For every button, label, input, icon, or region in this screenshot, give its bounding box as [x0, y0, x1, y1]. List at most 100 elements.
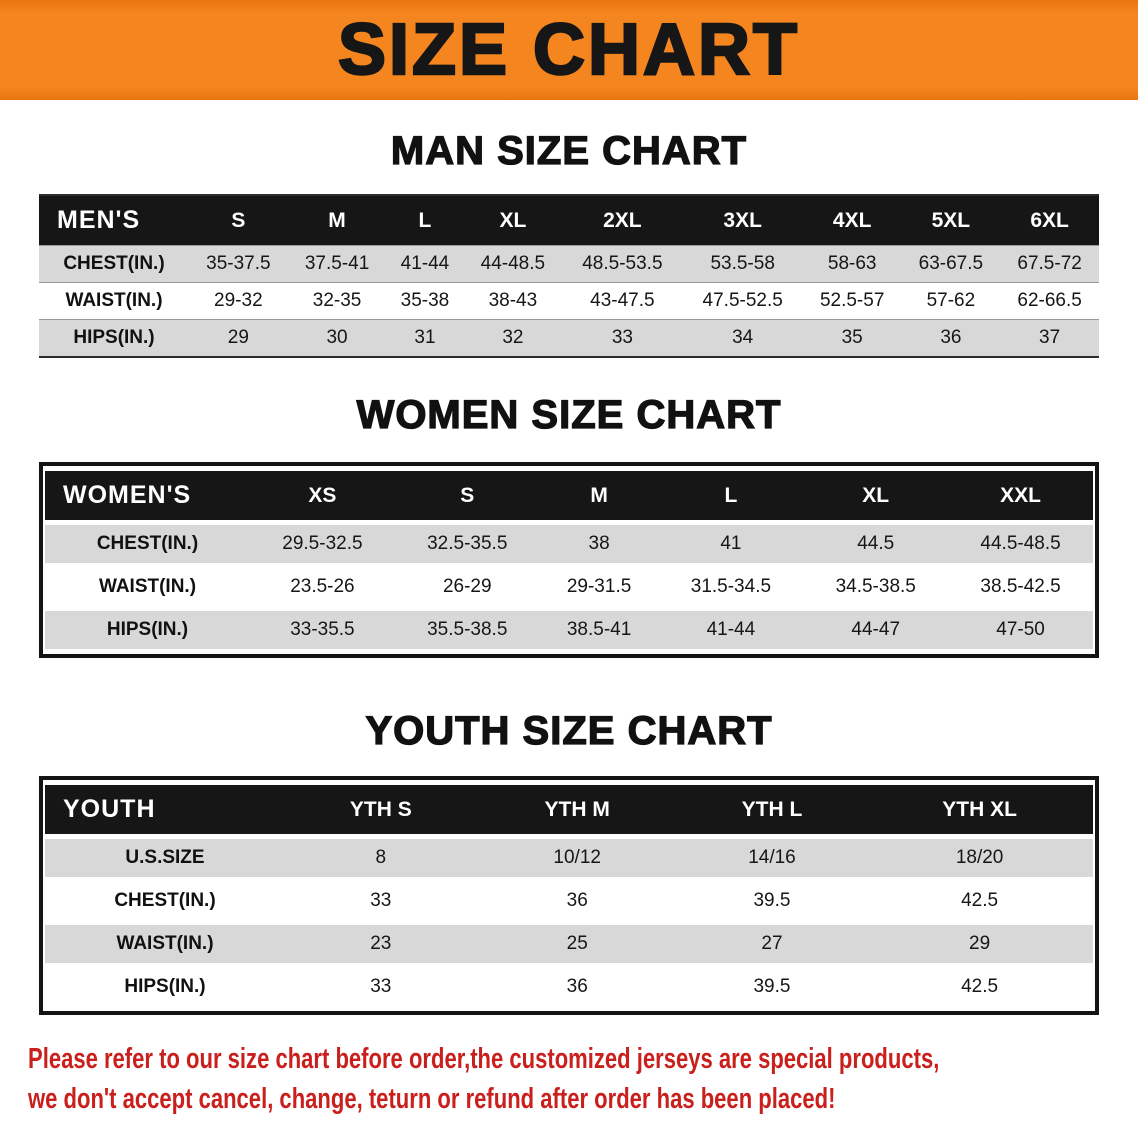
women-size-table: WOMEN'S XS S M L XL XXL CHEST(IN.) 29.5-32.5 32.5…	[39, 462, 1099, 658]
disclaimer-line-2: we don't accept cancel, change, teturn o…	[28, 1083, 836, 1116]
table-cell: 41	[720, 533, 742, 554]
column-header: 2XL	[562, 195, 683, 246]
men-section: MAN SIZE CHART MEN'S S M L XL 2XL 3XL 4XL 5XL 6XL…	[0, 128, 1138, 358]
table-cell: 47-50	[996, 619, 1045, 640]
table-cell: 33-35.5	[290, 619, 355, 640]
header-row: YOUTH YTH S YTH M YTH L YTH XL	[45, 785, 1093, 834]
table-cell: 29	[227, 327, 249, 348]
table-cell: 62-66.5	[1017, 290, 1082, 311]
table-cell: 42.5	[961, 976, 999, 997]
column-header: XL	[463, 195, 563, 246]
table-row: WAIST(IN.) 23 25 27 29	[45, 925, 1093, 963]
table-cell: 35-37.5	[206, 253, 271, 274]
table-cell: 10/12	[553, 847, 601, 868]
table-cell: 25	[566, 933, 588, 954]
table-cell: 34.5-38.5	[835, 576, 916, 597]
table-cell: 63-67.5	[918, 253, 984, 274]
women-size-chart-heading: WOMEN SIZE CHART	[356, 392, 782, 437]
table-cell: 41-44	[706, 619, 756, 640]
row-label: WAIST(IN.)	[98, 576, 197, 597]
table-cell: 8	[375, 847, 387, 868]
column-header: YTH XL	[866, 785, 1093, 834]
table-cell: 44.5-48.5	[980, 533, 1061, 554]
table-cell: 29-32	[214, 290, 263, 311]
table-cell: 39.5	[753, 976, 791, 997]
table-cell: 44.5	[857, 533, 895, 554]
table-cell: 47.5-52.5	[702, 290, 783, 311]
table-row: CHEST(IN.) 29.5-32.5 32.5-35.5 38 41 44.5 44.5…	[45, 525, 1093, 563]
column-header: 3XL	[682, 195, 803, 246]
table-cell: 32	[502, 327, 524, 348]
table-cell: 33	[370, 890, 392, 911]
disclaimer-note: Please refer to our size chart before or…	[28, 1039, 1110, 1119]
table-row: WAIST(IN.) 29-32 32-35 35-38 38-43 43-47.5 47.…	[39, 282, 1099, 320]
table-row: HIPS(IN.) 33-35.5 35.5-38.5 38.5-41 41-44 44-…	[45, 611, 1093, 649]
women-section: WOMEN SIZE CHART WOMEN'S XS S M L XL XXL CHEST(…	[0, 392, 1138, 658]
header-row: MEN'S S M L XL 2XL 3XL 4XL 5XL 6XL	[39, 195, 1099, 246]
corner-label: MEN'S	[39, 195, 189, 246]
row-label: HIPS(IN.)	[73, 327, 155, 348]
corner-label: YOUTH	[45, 785, 285, 834]
table-row: CHEST(IN.) 33 36 39.5 42.5	[45, 882, 1093, 920]
table-cell: 53.5-58	[710, 253, 775, 274]
table-cell: 32.5-35.5	[427, 533, 508, 554]
table-cell: 36	[566, 976, 588, 997]
table-cell: 43-47.5	[590, 290, 655, 311]
table-cell: 38.5-41	[566, 619, 632, 640]
table-cell: 52.5-57	[819, 290, 885, 311]
youth-section: YOUTH SIZE CHART YOUTH YTH S YTH M YTH L YTH…	[0, 708, 1138, 1015]
table-cell: 23.5-26	[290, 576, 355, 597]
table-cell: 35	[841, 327, 863, 348]
disclaimer-line-1: Please refer to our size chart before or…	[28, 1043, 940, 1075]
row-label: HIPS(IN.)	[106, 619, 189, 640]
column-header: S	[394, 471, 540, 520]
table-cell: 58-63	[827, 253, 877, 274]
table-cell: 36	[940, 327, 962, 348]
table-cell: 41-44	[400, 253, 450, 274]
table-cell: 18/20	[955, 847, 1004, 868]
column-header: L	[386, 195, 464, 246]
column-header: S	[189, 195, 288, 246]
column-header: 6XL	[1000, 195, 1099, 246]
header-row: WOMEN'S XS S M L XL XXL	[45, 471, 1093, 520]
table-cell: 32-35	[312, 290, 362, 311]
table-cell: 38.5-42.5	[980, 576, 1061, 597]
row-label: CHEST(IN.)	[63, 253, 165, 274]
column-header: YTH S	[285, 785, 477, 834]
table-cell: 39.5	[753, 890, 791, 911]
table-row: CHEST(IN.) 35-37.5 37.5-41 41-44 44-48.5 48.5…	[39, 245, 1099, 283]
table-cell: 26-29	[442, 576, 492, 597]
table-cell: 27	[761, 933, 783, 954]
table-cell: 29-31.5	[566, 576, 632, 597]
men-size-table: MEN'S S M L XL 2XL 3XL 4XL 5XL 6XL CHEST(IN.) 35-37…	[39, 194, 1099, 358]
table-row: HIPS(IN.) 29 30 31 32 33 34 35 36 37	[39, 319, 1099, 357]
table-row: WAIST(IN.) 23.5-26 26-29 29-31.5 31.5-34.5 34…	[45, 568, 1093, 606]
row-label: WAIST(IN.)	[116, 933, 214, 954]
column-header: L	[658, 471, 804, 520]
column-header: 4XL	[802, 195, 902, 246]
banner: SIZE CHART	[0, 0, 1138, 100]
table-row: HIPS(IN.) 33 36 39.5 42.5	[45, 968, 1093, 1006]
row-label: CHEST(IN.)	[114, 890, 216, 911]
table-cell: 67.5-72	[1017, 253, 1082, 274]
table-cell: 35-38	[400, 290, 450, 311]
table-cell: 30	[326, 327, 348, 348]
corner-label: WOMEN'S	[45, 471, 250, 520]
table-cell: 34	[732, 327, 754, 348]
table-cell: 57-62	[926, 290, 976, 311]
table-cell: 36	[566, 890, 588, 911]
row-label: HIPS(IN.)	[124, 976, 206, 997]
table-cell: 35.5-38.5	[427, 619, 508, 640]
table-cell: 44-47	[851, 619, 901, 640]
column-header: 5XL	[901, 195, 1001, 246]
men-size-chart-heading: MAN SIZE CHART	[390, 128, 748, 173]
table-cell: 23	[370, 933, 392, 954]
youth-size-chart-heading: YOUTH SIZE CHART	[365, 708, 773, 753]
row-label: WAIST(IN.)	[65, 290, 163, 311]
table-cell: 33	[611, 327, 633, 348]
table-cell: 38	[588, 533, 610, 554]
column-header: XXL	[948, 471, 1093, 520]
table-cell: 33	[370, 976, 392, 997]
table-cell: 42.5	[961, 890, 999, 911]
